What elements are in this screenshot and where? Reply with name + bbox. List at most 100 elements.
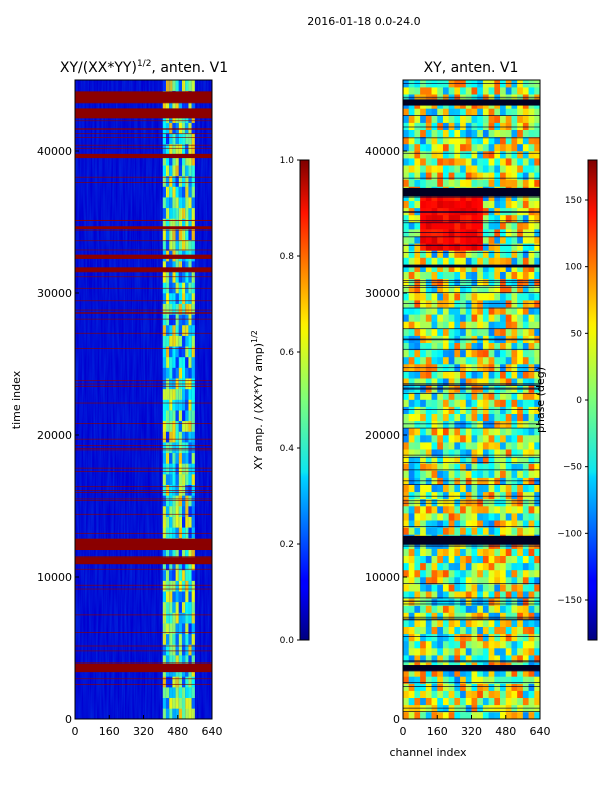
heatmap-cell xyxy=(425,548,432,556)
heatmap-cell xyxy=(437,591,444,599)
heatmap-cell xyxy=(522,392,529,400)
heatmap-cell xyxy=(414,250,421,258)
heatmap-cell xyxy=(425,136,432,145)
heatmap-cell xyxy=(488,236,495,244)
heatmap-cell xyxy=(431,584,438,592)
heatmap-cell xyxy=(482,520,489,528)
heatmap-cell xyxy=(511,520,518,528)
flagged-line xyxy=(403,196,540,198)
heatmap-cell xyxy=(494,427,501,436)
heatmap-cell xyxy=(528,214,535,223)
heatmap-cell xyxy=(425,243,432,251)
heatmap-cell xyxy=(431,214,438,223)
flagged-line xyxy=(403,328,540,330)
saturated-band xyxy=(75,91,212,103)
heatmap-cell xyxy=(477,612,484,620)
heatmap-cell xyxy=(437,285,444,294)
heatmap-cell xyxy=(505,129,512,138)
heatmap-cell xyxy=(522,243,529,251)
heatmap-cell xyxy=(442,349,449,358)
heatmap-cell xyxy=(522,214,529,223)
heatmap-cell xyxy=(448,427,455,436)
heatmap-cell xyxy=(431,87,438,95)
heatmap-cell xyxy=(500,293,507,301)
heatmap-cell xyxy=(511,491,518,500)
heatmap-cell xyxy=(534,449,541,457)
heatmap-cell xyxy=(505,435,512,443)
heatmap-cell xyxy=(408,264,415,272)
heatmap-cell xyxy=(460,158,467,166)
heatmap-cell xyxy=(477,172,484,180)
heatmap-cell xyxy=(528,250,535,258)
heatmap-cell xyxy=(500,506,507,514)
heatmap-cell xyxy=(465,257,472,265)
heatmap-cell xyxy=(482,598,489,606)
heatmap-cell xyxy=(488,612,495,620)
heatmap-cell xyxy=(471,378,478,386)
heatmap-cell xyxy=(482,584,489,592)
heatmap-cell xyxy=(482,569,489,578)
flagged-line xyxy=(403,393,540,394)
heatmap-cell xyxy=(403,711,410,720)
heatmap-cell xyxy=(437,605,444,613)
heatmap-cell xyxy=(414,342,421,351)
heatmap-cell xyxy=(431,420,438,429)
heatmap-cell xyxy=(522,655,529,663)
heatmap-cell xyxy=(454,122,461,130)
heatmap-cell xyxy=(500,697,507,706)
heatmap-cell xyxy=(448,371,455,379)
heatmap-cell xyxy=(522,122,529,130)
phase-heatmap xyxy=(402,79,541,720)
heatmap-cell xyxy=(408,392,415,400)
heatmap-cell xyxy=(420,669,427,677)
heatmap-cell xyxy=(465,392,472,400)
heatmap-cell xyxy=(500,264,507,272)
flagged-line xyxy=(403,385,540,386)
heatmap-cell xyxy=(420,626,427,635)
heatmap-cell xyxy=(517,555,524,564)
heatmap-cell xyxy=(505,491,512,500)
heatmap-cell xyxy=(505,598,512,606)
heatmap-cell xyxy=(408,498,415,507)
heatmap-cell xyxy=(482,392,489,400)
heatmap-cell xyxy=(477,697,484,706)
heatmap-cell xyxy=(414,314,421,322)
heatmap-cell xyxy=(477,513,484,521)
heatmap-cell xyxy=(511,442,518,450)
heatmap-cell xyxy=(528,435,535,443)
heatmap-cell xyxy=(534,612,541,620)
heatmap-cell xyxy=(431,243,438,251)
colorbar-tick-label: 0.0 xyxy=(280,636,295,646)
heatmap-cell xyxy=(505,307,512,315)
heatmap-cell xyxy=(420,555,427,564)
heatmap-cell xyxy=(437,520,444,528)
heatmap-cell xyxy=(494,676,501,684)
heatmap-cell xyxy=(403,115,410,123)
heatmap-cell xyxy=(488,555,495,564)
heatmap-cell xyxy=(460,520,467,528)
heatmap-cell xyxy=(420,577,427,585)
heatmap-cell xyxy=(522,172,529,180)
heatmap-cell xyxy=(442,87,449,95)
heatmap-cell xyxy=(477,605,484,613)
heatmap-cell xyxy=(403,640,410,649)
heatmap-cell xyxy=(505,463,512,471)
heatmap-cell xyxy=(471,513,478,521)
heatmap-cell xyxy=(522,676,529,684)
heatmap-texture xyxy=(75,80,212,719)
heatmap-cell xyxy=(488,513,495,521)
heatmap-cell xyxy=(448,527,455,535)
heatmap-cell xyxy=(460,94,467,102)
saturated-line xyxy=(75,498,212,500)
heatmap-cell xyxy=(534,619,541,627)
flagged-line xyxy=(403,383,540,385)
heatmap-cell xyxy=(494,491,501,500)
heatmap-cell xyxy=(454,115,461,123)
heatmap-cell xyxy=(488,399,495,407)
heatmap-cell xyxy=(471,612,478,620)
heatmap-cell xyxy=(534,456,541,464)
heatmap-cell xyxy=(425,129,432,138)
heatmap-cell xyxy=(403,612,410,620)
x-tick-label: 640 xyxy=(530,725,551,738)
heatmap-cell xyxy=(511,605,518,613)
